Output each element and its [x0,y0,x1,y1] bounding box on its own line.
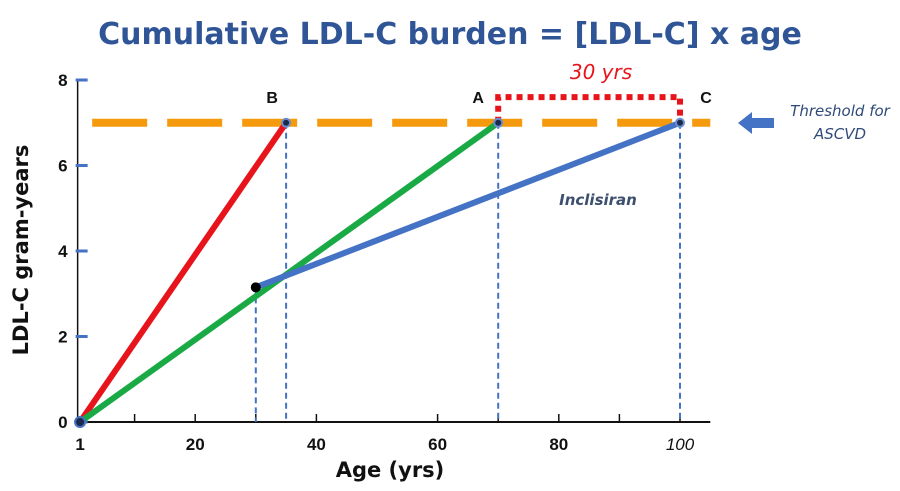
point-label-b: B [266,90,278,107]
y-axis-label: LDL-C gram-years [9,145,33,356]
point-label-a: A [472,90,484,107]
series-line-inclisiran [252,119,683,291]
x-tick-label: 1 [75,435,84,454]
point-label-c: C [700,90,712,107]
gap-bracket [495,94,683,123]
point-c [675,117,685,128]
origin-point [74,416,87,428]
series-line-red [77,119,290,425]
threshold-label-line1: Threshold for [790,102,890,120]
y-tick-label: 0 [58,413,67,432]
y-tick-label: 4 [58,242,68,261]
point-a [493,117,504,128]
x-tick-label: 80 [549,435,568,454]
y-tick-label: 8 [58,71,67,90]
gap-label: 30 yrs [570,60,632,84]
intersection-point [250,282,261,293]
x-tick-label: 60 [428,435,447,454]
chart-title: Cumulative LDL-C burden = [LDL-C] x age [98,17,802,52]
y-tick-label: 2 [58,328,67,347]
threshold-arrow-icon [738,112,774,134]
x-axis-label: Age (yrs) [336,458,445,482]
x-tick-label: 20 [186,435,205,454]
x-tick-label: 100 [666,435,695,454]
inclisiran-label: Inclisiran [559,191,637,209]
threshold-label-line2: ASCVD [813,125,866,143]
point-b [281,117,292,128]
y-tick-label: 6 [58,157,67,176]
x-tick-label: 40 [307,435,326,454]
